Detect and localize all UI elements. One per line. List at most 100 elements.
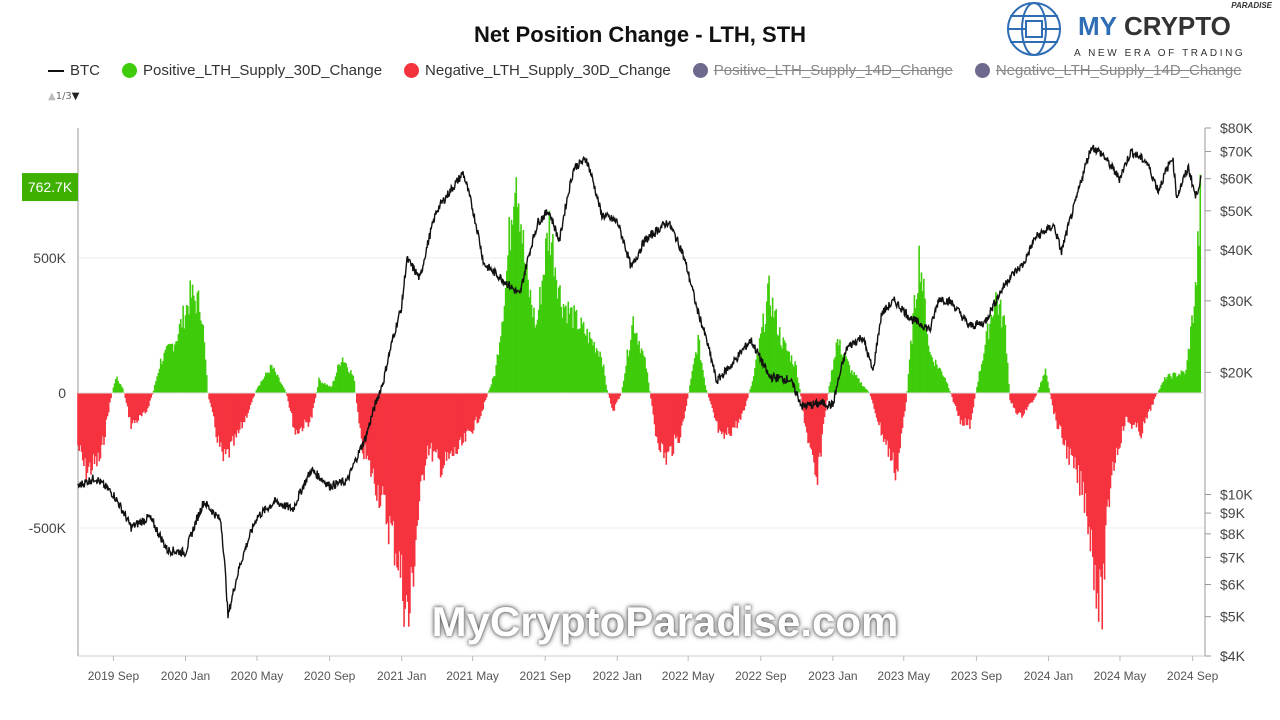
- negative-bar: [1142, 393, 1145, 422]
- negative-bar: [124, 393, 127, 398]
- positive-bar: [648, 391, 651, 393]
- negative-bar: [723, 393, 725, 439]
- positive-bar: [184, 315, 187, 393]
- negative-bar: [129, 393, 131, 417]
- positive-bar: [1173, 372, 1176, 393]
- positive-bar: [279, 381, 281, 393]
- positive-bar: [256, 387, 259, 393]
- negative-bar: [244, 393, 247, 416]
- positive-bar: [1199, 174, 1202, 393]
- legend-item-positive-30d[interactable]: Positive_LTH_Supply_30D_Change: [122, 62, 382, 79]
- negative-bar: [107, 393, 110, 413]
- positive-bar: [624, 373, 626, 393]
- triangle-up-icon[interactable]: ▲: [48, 91, 56, 102]
- negative-bar: [874, 393, 877, 414]
- legend-item-positive-14d[interactable]: Positive_LTH_Supply_14D_Change: [692, 62, 953, 79]
- negative-bar: [476, 393, 479, 424]
- triangle-down-icon[interactable]: ▼: [71, 91, 80, 102]
- legend-label: BTC: [70, 62, 100, 79]
- negative-bar: [813, 393, 815, 463]
- negative-bar: [964, 393, 966, 419]
- positive-bar: [910, 340, 912, 393]
- positive-bar: [507, 255, 509, 393]
- negative-bar: [481, 393, 483, 412]
- positive-bar: [925, 329, 928, 393]
- positive-bar: [572, 327, 574, 393]
- positive-bar: [1167, 374, 1170, 393]
- positive-bar: [1042, 376, 1044, 393]
- negative-bar: [1145, 393, 1147, 418]
- positive-bar: [932, 361, 935, 393]
- negative-bar: [226, 393, 228, 450]
- negative-bar: [420, 393, 423, 476]
- negative-bar: [90, 393, 92, 475]
- positive-bar: [582, 322, 585, 393]
- positive-bar: [946, 383, 949, 393]
- negative-bar: [1096, 393, 1099, 594]
- negative-bar: [1012, 393, 1015, 408]
- negative-bar: [482, 393, 485, 410]
- legend: BTC Positive_LTH_Supply_30D_Change Negat…: [48, 62, 1242, 79]
- negative-bar: [1068, 393, 1070, 465]
- negative-bar: [425, 393, 428, 460]
- positive-bar: [696, 354, 698, 393]
- legend-item-negative-14d[interactable]: Negative_LTH_Supply_14D_Change: [974, 62, 1242, 79]
- negative-bar: [413, 393, 416, 567]
- positive-bar: [977, 381, 979, 393]
- negative-bar: [97, 393, 99, 453]
- positive-bar: [998, 304, 1001, 393]
- negative-bar: [898, 393, 900, 453]
- positive-bar: [522, 230, 525, 393]
- globe-circuit-icon: [1007, 2, 1061, 56]
- positive-bar: [320, 383, 323, 393]
- positive-bar: [789, 361, 792, 393]
- positive-bar: [754, 368, 756, 393]
- negative-bar: [103, 393, 105, 445]
- positive-bar: [913, 295, 916, 393]
- negative-bar: [1064, 393, 1067, 441]
- positive-bar: [554, 267, 557, 393]
- positive-bar: [183, 328, 186, 393]
- legend-item-btc[interactable]: BTC: [48, 62, 100, 79]
- positive-bar: [1008, 383, 1010, 393]
- negative-bar: [808, 393, 811, 443]
- positive-bar: [705, 389, 708, 393]
- negative-bar: [249, 393, 252, 406]
- positive-bar: [574, 311, 577, 393]
- positive-bar: [259, 385, 261, 393]
- positive-bar: [1039, 382, 1042, 393]
- negative-bar: [100, 393, 103, 445]
- negative-bar: [461, 393, 463, 446]
- negative-bar: [745, 393, 748, 401]
- negative-bar: [1094, 393, 1096, 565]
- positive-bar: [692, 364, 695, 393]
- last-value-label: 762.7K: [28, 179, 73, 195]
- negative-bar: [664, 393, 666, 453]
- positive-bar: [781, 348, 783, 393]
- negative-bar: [680, 393, 683, 426]
- negative-bar: [686, 393, 689, 399]
- positive-bar: [548, 210, 551, 393]
- positive-bar: [635, 332, 638, 393]
- negative-bar: [736, 393, 738, 429]
- negative-bar: [470, 393, 473, 433]
- x-tick-label: 2022 Jan: [593, 669, 642, 683]
- positive-bar: [643, 355, 645, 393]
- positive-bar: [191, 284, 194, 393]
- negative-bar: [1084, 393, 1087, 494]
- positive-bar: [699, 360, 702, 393]
- negative-bar: [892, 393, 894, 453]
- positive-bar: [984, 344, 987, 393]
- negative-bar: [465, 393, 468, 432]
- legend-item-negative-30d[interactable]: Negative_LTH_Supply_30D_Change: [404, 62, 671, 79]
- negative-bar: [458, 393, 461, 441]
- positive-bar: [1188, 349, 1191, 393]
- negative-bar: [1061, 393, 1063, 438]
- positive-bar: [155, 381, 157, 393]
- legend-label: Negative_LTH_Supply_14D_Change: [995, 62, 1242, 79]
- positive-bar: [599, 351, 601, 393]
- positive-bar: [205, 375, 208, 393]
- positive-bar: [836, 338, 839, 393]
- positive-bar: [319, 380, 321, 393]
- negative-bar: [679, 393, 682, 438]
